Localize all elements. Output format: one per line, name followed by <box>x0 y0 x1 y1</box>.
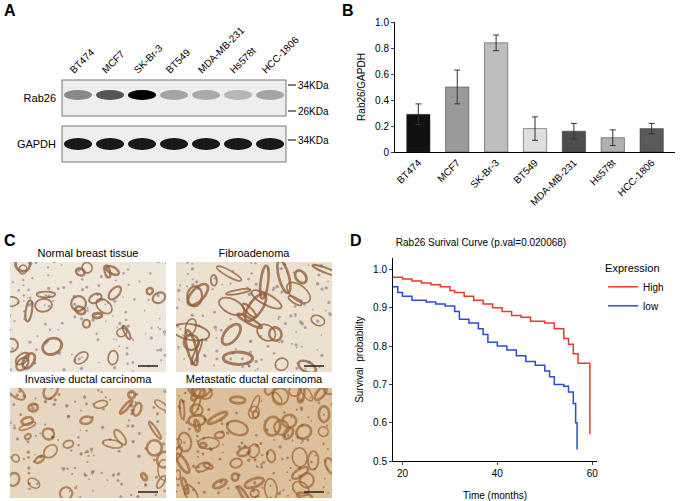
svg-text:Invasive ductal carcinoma: Invasive ductal carcinoma <box>25 373 152 385</box>
svg-text:0.2: 0.2 <box>375 121 389 132</box>
svg-text:BT474: BT474 <box>395 157 424 186</box>
svg-text:1.0: 1.0 <box>375 17 389 28</box>
svg-text:HCC-1806: HCC-1806 <box>260 34 301 75</box>
svg-text:Rab26/GAPDH: Rab26/GAPDH <box>356 53 367 121</box>
svg-text:Fibroadenoma: Fibroadenoma <box>219 247 291 259</box>
svg-text:Normal breast tissue: Normal breast tissue <box>38 247 139 259</box>
svg-text:SK-Br-3: SK-Br-3 <box>468 157 501 190</box>
svg-text:26KDa: 26KDa <box>298 106 329 117</box>
svg-text:BT474: BT474 <box>68 46 97 75</box>
svg-text:Time (months): Time (months) <box>463 490 527 501</box>
svg-text:0.6: 0.6 <box>373 417 387 428</box>
svg-text:0.8: 0.8 <box>373 341 387 352</box>
svg-text:0.7: 0.7 <box>373 379 387 390</box>
svg-text:60: 60 <box>587 468 599 479</box>
svg-text:34KDa: 34KDa <box>298 80 329 91</box>
svg-text:High: High <box>643 282 664 293</box>
svg-text:0.6: 0.6 <box>375 69 389 80</box>
svg-text:Hs578t: Hs578t <box>588 157 618 187</box>
svg-text:0.5: 0.5 <box>373 456 387 467</box>
svg-text:Hs578t: Hs578t <box>228 45 258 75</box>
svg-text:Survival probability: Survival probability <box>354 316 365 403</box>
svg-text:Metastatic ductal carcinoma: Metastatic ductal carcinoma <box>186 373 323 385</box>
svg-text:0: 0 <box>383 147 389 158</box>
svg-text:MDA-MB-231: MDA-MB-231 <box>528 157 579 208</box>
html-text:A: A <box>4 2 16 19</box>
html-text:C: C <box>4 232 16 249</box>
svg-text:0.8: 0.8 <box>375 43 389 54</box>
html-text:B: B <box>342 2 354 19</box>
svg-text:BT549: BT549 <box>164 46 193 75</box>
html-text:D: D <box>350 232 362 249</box>
svg-text:SK-Br-3: SK-Br-3 <box>132 42 165 75</box>
svg-text:MCF7: MCF7 <box>100 48 127 75</box>
svg-text:0.9: 0.9 <box>373 302 387 313</box>
svg-text:low: low <box>643 301 659 312</box>
svg-text:HCC-1806: HCC-1806 <box>615 157 656 198</box>
svg-text:20: 20 <box>397 468 409 479</box>
svg-text:Rab26 Surival Curve (p.val=0.0: Rab26 Surival Curve (p.val=0.020068) <box>396 237 566 248</box>
svg-text:34KDa: 34KDa <box>298 135 329 146</box>
svg-text:0.4: 0.4 <box>375 95 389 106</box>
svg-text:MCF7: MCF7 <box>435 157 462 184</box>
svg-text:Rab26: Rab26 <box>24 92 56 104</box>
svg-text:Expression: Expression <box>605 262 659 274</box>
svg-text:MDA-MB-231: MDA-MB-231 <box>195 24 247 76</box>
svg-text:BT549: BT549 <box>511 157 540 186</box>
svg-text:1.0: 1.0 <box>373 264 387 275</box>
svg-text:GAPDH: GAPDH <box>17 138 56 150</box>
svg-text:40: 40 <box>492 468 504 479</box>
